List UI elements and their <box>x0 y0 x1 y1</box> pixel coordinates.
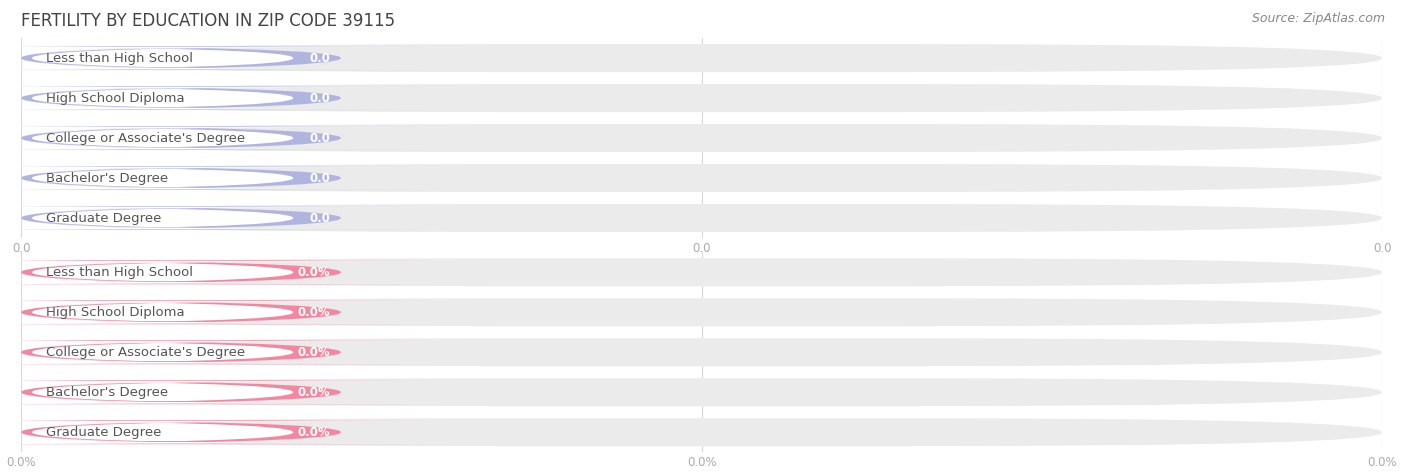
FancyBboxPatch shape <box>21 164 1382 192</box>
Text: 0.0: 0.0 <box>309 211 330 225</box>
Text: 0.0: 0.0 <box>309 131 330 145</box>
FancyBboxPatch shape <box>21 124 1382 152</box>
FancyBboxPatch shape <box>0 261 419 284</box>
Text: Bachelor's Degree: Bachelor's Degree <box>45 386 167 399</box>
FancyBboxPatch shape <box>0 127 419 149</box>
Text: 0.0%: 0.0% <box>298 266 330 279</box>
Text: 0.0: 0.0 <box>309 91 330 105</box>
Text: 0.0: 0.0 <box>309 51 330 65</box>
FancyBboxPatch shape <box>0 421 419 444</box>
FancyBboxPatch shape <box>0 126 429 150</box>
FancyBboxPatch shape <box>21 338 1382 366</box>
FancyBboxPatch shape <box>0 46 429 70</box>
Text: Source: ZipAtlas.com: Source: ZipAtlas.com <box>1251 12 1385 25</box>
Text: High School Diploma: High School Diploma <box>45 91 184 105</box>
FancyBboxPatch shape <box>0 167 419 189</box>
FancyBboxPatch shape <box>0 86 429 110</box>
Text: High School Diploma: High School Diploma <box>45 306 184 319</box>
Text: College or Associate's Degree: College or Associate's Degree <box>45 131 245 145</box>
Text: Less than High School: Less than High School <box>45 266 193 279</box>
FancyBboxPatch shape <box>21 204 1382 232</box>
FancyBboxPatch shape <box>0 420 429 444</box>
Text: College or Associate's Degree: College or Associate's Degree <box>45 346 245 359</box>
Text: 0.0%: 0.0% <box>298 306 330 319</box>
FancyBboxPatch shape <box>0 300 429 324</box>
Text: 0.0: 0.0 <box>309 171 330 185</box>
Text: 0.0%: 0.0% <box>298 386 330 399</box>
FancyBboxPatch shape <box>0 207 419 229</box>
FancyBboxPatch shape <box>0 341 419 364</box>
FancyBboxPatch shape <box>21 258 1382 286</box>
FancyBboxPatch shape <box>0 340 429 364</box>
FancyBboxPatch shape <box>21 84 1382 112</box>
FancyBboxPatch shape <box>21 418 1382 446</box>
FancyBboxPatch shape <box>0 47 419 69</box>
Text: Graduate Degree: Graduate Degree <box>45 211 160 225</box>
FancyBboxPatch shape <box>21 44 1382 72</box>
Text: 0.0%: 0.0% <box>298 426 330 439</box>
Text: Less than High School: Less than High School <box>45 51 193 65</box>
FancyBboxPatch shape <box>0 166 429 190</box>
FancyBboxPatch shape <box>21 378 1382 406</box>
Text: Bachelor's Degree: Bachelor's Degree <box>45 171 167 185</box>
Text: 0.0%: 0.0% <box>298 346 330 359</box>
FancyBboxPatch shape <box>21 298 1382 326</box>
FancyBboxPatch shape <box>0 381 419 404</box>
FancyBboxPatch shape <box>0 206 429 230</box>
Text: FERTILITY BY EDUCATION IN ZIP CODE 39115: FERTILITY BY EDUCATION IN ZIP CODE 39115 <box>21 12 395 30</box>
FancyBboxPatch shape <box>0 260 429 284</box>
Text: Graduate Degree: Graduate Degree <box>45 426 160 439</box>
FancyBboxPatch shape <box>0 87 419 109</box>
FancyBboxPatch shape <box>0 380 429 404</box>
FancyBboxPatch shape <box>0 301 419 324</box>
